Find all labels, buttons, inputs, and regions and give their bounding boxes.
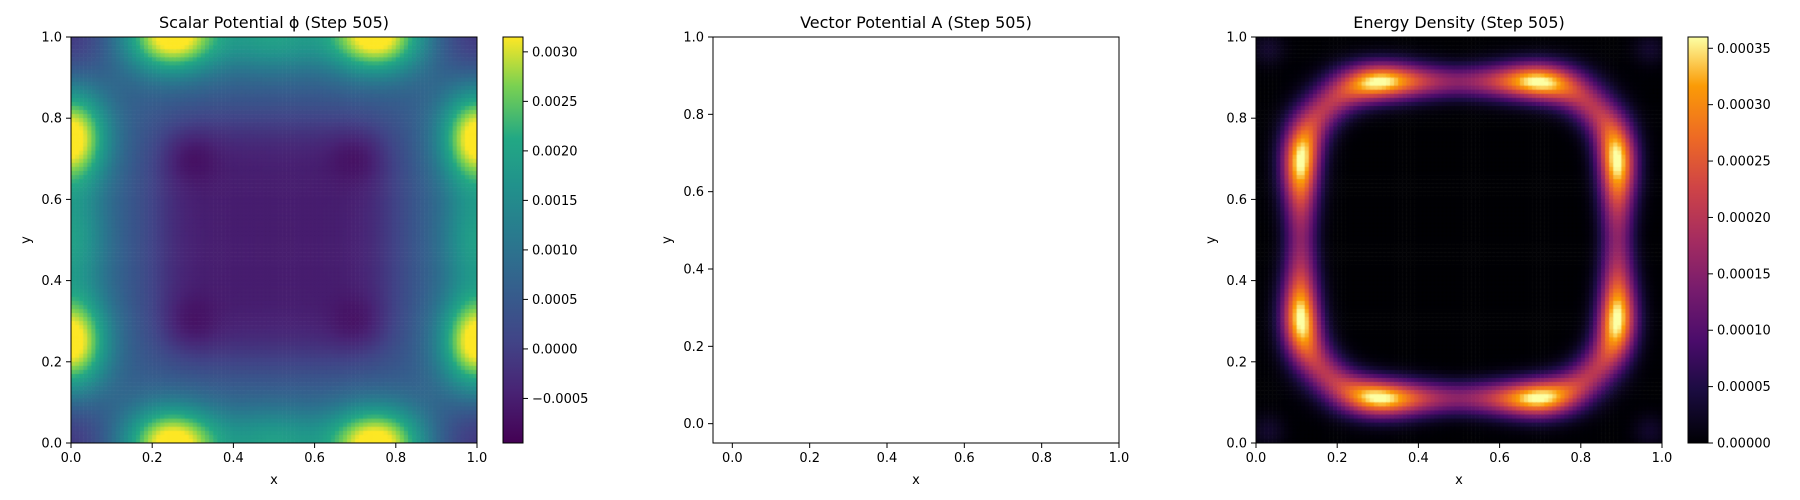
colorbar-tick-label: 0.00010 (1717, 324, 1771, 339)
colorbar-tick-label: 0.0020 (532, 144, 578, 159)
x-tick-label: 0.6 (304, 451, 325, 466)
colorbar-tick-label: 0.0030 (532, 45, 578, 60)
colorbar-ticks: −0.0005 0.0000 0.0005 0.0010 0.0015 0.0020 0.0… (523, 45, 588, 407)
y-tick-label: 0.4 (1226, 274, 1247, 289)
y-tick-label: 0.0 (41, 437, 62, 452)
x-tick-label: 0.4 (1408, 451, 1429, 466)
y-tick-label: 0.8 (1226, 112, 1247, 127)
colorbar-tick-label: 0.0015 (532, 194, 578, 209)
y-tick-label: 0.0 (1226, 437, 1247, 452)
x-axis-ticks: 0.0 0.2 0.4 0.6 0.8 1.0 (722, 443, 1129, 466)
x-axis-label: x (912, 473, 920, 488)
chart-title: Energy Density (Step 505) (1353, 13, 1565, 32)
x-tick-label: 0.2 (142, 451, 163, 466)
x-tick-label: 0.0 (61, 451, 82, 466)
panel-scalar-potential: Scalar Potential ϕ (Step 505) 0.0 0.2 0.4 0… (19, 13, 588, 488)
y-tick-label: 0.0 (683, 417, 704, 432)
y-tick-label: 0.2 (1226, 355, 1247, 370)
colorbar-tick-label: 0.0010 (532, 243, 578, 258)
axes-frame (1255, 36, 1663, 444)
x-tick-label: 0.4 (223, 451, 244, 466)
heatmap-canvas (71, 37, 477, 443)
colorbar-ticks: 0.00000 0.00005 0.00010 0.00015 0.00020 0.000… (1708, 42, 1771, 452)
x-axis-label: x (270, 473, 278, 488)
colorbar-tick-label: 0.0000 (532, 342, 578, 357)
y-tick-label: 0.8 (41, 112, 62, 127)
x-axis-label: x (1455, 473, 1463, 488)
panel-energy-density: Energy Density (Step 505) 0.0 0.2 0.4 0.6 0.… (1204, 13, 1771, 488)
colorbar-tick-label: 0.00030 (1717, 98, 1771, 113)
y-tick-label: 0.2 (41, 355, 62, 370)
y-axis-ticks: 0.0 0.2 0.4 0.6 0.8 1.0 (683, 31, 713, 432)
x-tick-label: 1.0 (1109, 451, 1130, 466)
x-tick-label: 1.0 (1652, 451, 1673, 466)
y-tick-label: 0.4 (683, 263, 704, 278)
y-axis-label: y (19, 236, 34, 244)
y-tick-label: 1.0 (1226, 31, 1247, 46)
colorbar-tick-label: 0.00005 (1717, 380, 1771, 395)
y-tick-label: 0.6 (683, 185, 704, 200)
colorbar-tick-label: −0.0005 (532, 392, 588, 407)
x-tick-label: 0.6 (954, 451, 975, 466)
colorbar-tick-label: 0.0005 (532, 293, 578, 308)
colorbar-tick-label: 0.0025 (532, 95, 578, 110)
heatmap-area (1256, 37, 1662, 443)
y-tick-label: 0.8 (683, 108, 704, 123)
x-tick-label: 0.2 (1327, 451, 1348, 466)
y-tick-label: 1.0 (683, 31, 704, 46)
y-tick-label: 0.2 (683, 340, 704, 355)
x-tick-label: 1.0 (467, 451, 488, 466)
heatmap-area (71, 37, 477, 443)
y-axis-ticks: 0.0 0.2 0.4 0.6 0.8 1.0 (1226, 31, 1256, 452)
colorbar-tick-label: 0.00020 (1717, 211, 1771, 226)
colorbar-tick-label: 0.00000 (1717, 437, 1771, 452)
y-tick-label: 0.4 (41, 274, 62, 289)
x-tick-label: 0.4 (877, 451, 898, 466)
colorbar-tick-label: 0.00035 (1717, 42, 1771, 57)
heatmap-canvas (1256, 37, 1662, 443)
x-tick-label: 0.0 (1246, 451, 1267, 466)
x-tick-label: 0.8 (385, 451, 406, 466)
x-tick-label: 0.8 (1570, 451, 1591, 466)
x-tick-label: 0.2 (799, 451, 820, 466)
x-axis-ticks: 0.0 0.2 0.4 0.6 0.8 1.0 (1246, 443, 1673, 466)
colorbar-tick-label: 0.00015 (1717, 267, 1771, 282)
x-tick-label: 0.0 (722, 451, 743, 466)
colorbar (1687, 36, 1709, 444)
y-axis-ticks: 0.0 0.2 0.4 0.6 0.8 1.0 (41, 31, 71, 452)
x-axis-ticks: 0.0 0.2 0.4 0.6 0.8 1.0 (61, 443, 488, 466)
y-tick-label: 0.6 (1226, 193, 1247, 208)
colorbar (502, 36, 524, 444)
panel-vector-potential: Vector Potential A (Step 505) 0.0 0.2 0.4 0… (660, 13, 1129, 488)
chart-title: Vector Potential A (Step 505) (800, 13, 1032, 32)
y-tick-label: 0.6 (41, 193, 62, 208)
x-tick-label: 0.8 (1031, 451, 1052, 466)
y-axis-label: y (660, 236, 675, 244)
y-tick-label: 1.0 (41, 31, 62, 46)
axes-frame (712, 36, 1120, 444)
y-axis-label: y (1204, 236, 1219, 244)
colorbar-tick-label: 0.00025 (1717, 155, 1771, 170)
x-tick-label: 0.6 (1489, 451, 1510, 466)
chart-title: Scalar Potential ϕ (Step 505) (159, 13, 389, 32)
axes-frame (70, 36, 478, 444)
